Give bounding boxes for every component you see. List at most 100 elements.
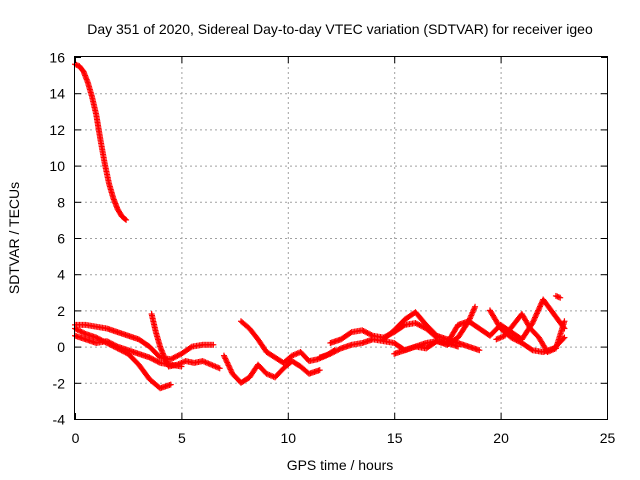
satellite-track-14	[493, 311, 568, 356]
data-point	[359, 327, 375, 339]
data-point	[433, 338, 450, 348]
data-point	[557, 294, 564, 301]
y-tick-label: 8	[57, 194, 65, 210]
x-tick-label: 25	[600, 430, 616, 446]
data-point	[391, 317, 407, 334]
data-point	[306, 356, 320, 365]
data-point	[146, 354, 162, 366]
data-point	[476, 347, 483, 354]
data-point	[237, 375, 252, 386]
data-point	[199, 341, 215, 348]
data-point	[401, 344, 418, 354]
data-point	[82, 336, 98, 346]
data-point	[486, 307, 503, 331]
data-point	[123, 216, 130, 223]
data-point	[501, 323, 516, 339]
data-point	[327, 346, 343, 357]
y-tick-label: 12	[49, 122, 65, 138]
data-point	[465, 343, 481, 353]
data-point	[165, 362, 179, 370]
data-point	[178, 344, 194, 357]
y-tick-label: -2	[53, 375, 66, 391]
data-point	[148, 311, 159, 334]
satellite-track-6	[220, 352, 323, 386]
data-point	[263, 349, 277, 360]
data-point	[167, 381, 174, 388]
data-point	[510, 312, 524, 328]
y-axis-label: SDTVAR / TECUs	[6, 182, 22, 294]
data-point	[433, 332, 450, 342]
x-tick-label: 5	[178, 430, 186, 446]
satellite-track-15	[552, 292, 564, 301]
y-tick-label: 6	[57, 231, 65, 247]
data-point	[493, 333, 507, 343]
data-point	[216, 365, 223, 372]
y-tick-label: 4	[57, 267, 65, 283]
data-point	[327, 336, 343, 346]
data-point	[114, 345, 130, 357]
data-point	[82, 321, 98, 330]
data-point	[82, 330, 98, 341]
data-point	[101, 160, 112, 186]
y-tick-label: 16	[49, 50, 65, 66]
data-point	[544, 346, 558, 356]
data-point	[161, 354, 172, 369]
satellite-track-11	[391, 303, 479, 357]
data-point	[89, 93, 99, 117]
y-tick-label: 0	[57, 339, 65, 355]
data-point	[135, 350, 152, 361]
data-point	[208, 361, 222, 371]
data-point	[110, 195, 121, 211]
satellite-track-1	[72, 61, 130, 223]
data-point	[380, 328, 397, 343]
data-point	[472, 303, 479, 310]
data-point	[465, 305, 478, 325]
plot-frame	[74, 56, 608, 420]
data-point	[316, 367, 323, 374]
data-point	[391, 347, 407, 357]
data-point	[561, 318, 568, 325]
data-point	[561, 334, 568, 341]
satellite-track-5	[148, 311, 223, 372]
data-point	[146, 343, 163, 360]
data-point	[289, 349, 303, 359]
data-point	[103, 339, 120, 351]
data-point	[210, 341, 217, 348]
x-tick-label: 0	[72, 430, 80, 446]
data-point	[167, 351, 184, 363]
data-point	[272, 366, 286, 381]
x-axis-label: GPS time / hours	[287, 457, 394, 473]
data-point	[455, 318, 471, 328]
data-point	[199, 358, 213, 368]
x-tick-label: 10	[281, 430, 297, 446]
data-point	[444, 323, 461, 346]
data-point	[401, 320, 417, 328]
data-point	[97, 137, 108, 166]
data-point	[535, 334, 550, 354]
satellite-track-4	[72, 325, 174, 392]
data-point	[518, 311, 533, 331]
data-point	[84, 79, 95, 99]
satellite-track-7	[237, 318, 338, 366]
data-point	[157, 382, 173, 392]
data-point	[125, 332, 141, 342]
x-tick-label: 15	[387, 430, 403, 446]
chart-title: Day 351 of 2020, Sidereal Day-to-day VTE…	[87, 21, 593, 37]
data-point	[106, 180, 116, 200]
y-tick-label: 14	[49, 86, 65, 102]
y-tick-label: 10	[49, 158, 65, 174]
data-point	[359, 336, 375, 346]
data-point	[220, 352, 235, 376]
data-point	[552, 319, 567, 352]
data-point	[125, 347, 141, 357]
data-point	[529, 297, 546, 327]
data-point	[306, 367, 322, 377]
data-points	[72, 61, 568, 392]
data-point	[246, 362, 261, 381]
data-point	[93, 111, 104, 142]
data-point	[93, 334, 109, 346]
data-point	[125, 350, 141, 367]
data-point	[369, 332, 386, 341]
